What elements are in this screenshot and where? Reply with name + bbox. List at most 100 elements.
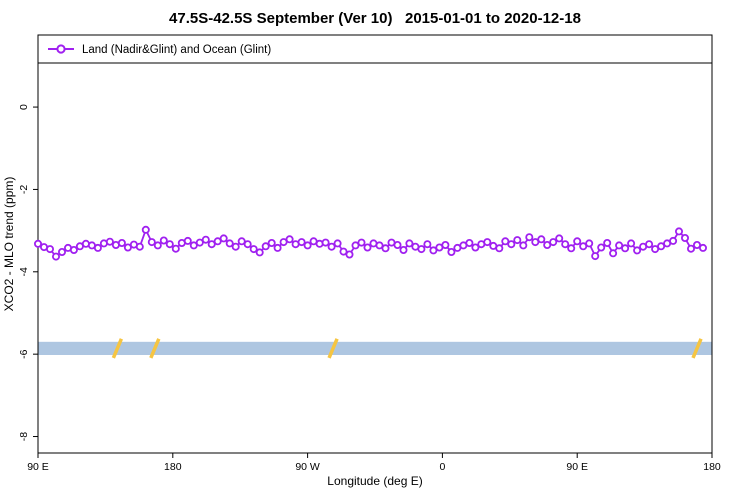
data-point-marker <box>675 227 684 236</box>
chart-title: 47.5S-42.5S September (Ver 10) 2015-01-0… <box>169 10 581 27</box>
y-tick-label: 0 <box>18 104 30 110</box>
data-point-marker <box>441 240 450 249</box>
x-axis: 90 E 180 90 W 0 90 E 180 <box>27 453 721 473</box>
data-point-marker <box>153 241 162 250</box>
x-tick-label: 90 W <box>295 461 320 473</box>
data-point-marker <box>615 241 624 250</box>
band-mark <box>691 338 703 359</box>
data-point-marker <box>351 241 360 250</box>
data-point-marker <box>393 240 402 249</box>
data-point-marker <box>381 244 390 253</box>
legend: Land (Nadir&Glint) and Ocean (Glint) <box>37 34 713 64</box>
data-point-marker <box>333 239 342 248</box>
data-point-marker <box>687 244 696 253</box>
data-point-marker <box>507 240 516 249</box>
data-point-marker <box>579 242 588 251</box>
data-point-marker <box>525 233 534 242</box>
data-point-marker <box>117 238 126 247</box>
data-point-marker <box>171 244 180 253</box>
data-point-marker <box>339 247 348 256</box>
data-point-marker <box>405 239 414 248</box>
data-point-marker <box>471 243 480 252</box>
data-point-marker <box>627 239 636 248</box>
data-point-marker <box>651 245 660 254</box>
data-point-marker <box>195 238 204 247</box>
data-point-marker <box>501 237 510 246</box>
data-point-marker <box>465 238 474 247</box>
y-tick-label: -2 <box>18 185 30 194</box>
data-point-marker <box>255 248 264 257</box>
data-point-marker <box>123 243 132 252</box>
shaded-band <box>38 341 712 355</box>
y-axis-title: XCO2 - MLO trend (ppm) <box>2 177 16 312</box>
data-point-marker <box>141 225 150 234</box>
data-point-marker <box>69 245 78 254</box>
data-series <box>34 225 708 261</box>
y-tick-label: -8 <box>18 432 30 441</box>
x-tick-label: 90 E <box>27 461 49 473</box>
band-mark <box>149 338 161 359</box>
data-point-marker <box>213 237 222 246</box>
data-point-marker <box>657 242 666 251</box>
data-point-marker <box>375 241 384 250</box>
data-point-marker <box>231 242 240 251</box>
data-point-marker <box>621 244 630 253</box>
data-point-marker <box>399 245 408 254</box>
data-point-marker <box>591 252 600 261</box>
data-point-marker <box>135 242 144 251</box>
data-point-marker <box>699 243 708 252</box>
shaded-band-group <box>38 341 712 355</box>
data-point-marker <box>645 240 654 249</box>
data-point-marker <box>417 245 426 254</box>
x-tick-label: 180 <box>703 461 721 473</box>
data-point-marker <box>603 238 612 247</box>
x-tick-label: 180 <box>164 461 182 473</box>
data-point-marker <box>519 241 528 250</box>
data-point-marker <box>429 246 438 255</box>
data-point-marker <box>243 240 252 249</box>
data-point-marker <box>279 238 288 247</box>
data-point-marker <box>219 234 228 243</box>
y-tick-label: -6 <box>18 349 30 358</box>
data-point-marker <box>597 243 606 252</box>
data-point-marker <box>207 240 216 249</box>
data-point-marker <box>159 236 168 245</box>
data-point-marker <box>327 242 336 251</box>
data-point-marker <box>273 243 282 252</box>
data-point-marker <box>549 238 558 247</box>
data-point-marker <box>543 240 552 249</box>
x-tick-label: 0 <box>439 461 445 473</box>
data-point-marker <box>555 234 564 243</box>
data-point-marker <box>297 238 306 247</box>
data-point-marker <box>609 249 618 258</box>
data-point-marker <box>237 237 246 246</box>
data-point-marker <box>483 238 492 247</box>
band-mark <box>111 338 123 359</box>
data-point-marker <box>267 238 276 247</box>
data-point-marker <box>561 240 570 249</box>
x-axis-title: Longitude (deg E) <box>327 474 422 488</box>
data-point-marker <box>495 244 504 253</box>
legend-marker-icon <box>56 44 66 54</box>
data-point-marker <box>693 240 702 249</box>
data-point-marker <box>321 238 330 247</box>
data-point-marker <box>669 236 678 245</box>
data-point-marker <box>46 245 55 254</box>
x-tick-label: 90 E <box>566 461 588 473</box>
y-axis: 0 -2 -4 -6 -8 <box>18 104 38 441</box>
data-point-marker <box>447 247 456 256</box>
data-point-marker <box>147 238 156 247</box>
data-point-marker <box>249 245 258 254</box>
data-point-marker <box>105 237 114 246</box>
legend-box <box>37 34 713 64</box>
data-point-marker <box>345 250 354 259</box>
data-point-marker <box>681 233 690 242</box>
data-point-marker <box>585 239 594 248</box>
data-point-marker <box>537 235 546 244</box>
data-point-marker <box>285 235 294 244</box>
data-point-marker <box>225 239 234 248</box>
data-point-marker <box>58 247 67 256</box>
data-point-marker <box>363 243 372 252</box>
data-point-marker <box>201 235 210 244</box>
